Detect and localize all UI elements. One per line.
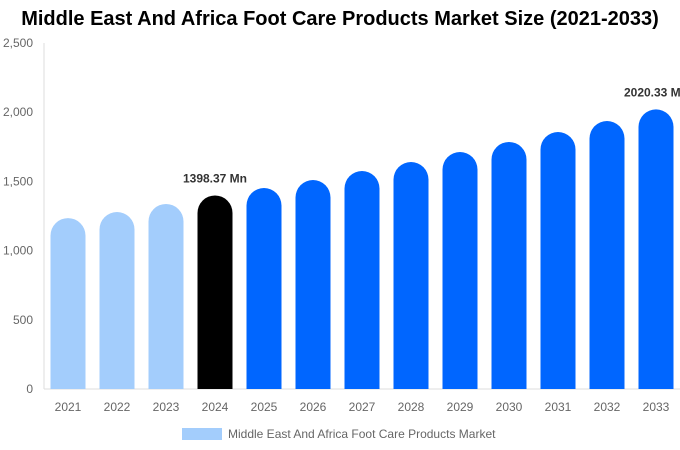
- chart-title: Middle East And Africa Foot Care Product…: [21, 8, 659, 30]
- bar-2030: [491, 141, 527, 389]
- bar-2029: [442, 152, 478, 389]
- x-tick-label: 2026: [300, 400, 327, 414]
- x-tick-label: 2022: [104, 400, 131, 414]
- x-tick-label: 2021: [55, 400, 82, 414]
- legend-swatch: [182, 428, 222, 440]
- y-tick-label: 2,000: [3, 105, 33, 119]
- y-tick-label: 0: [26, 382, 33, 396]
- bar-2022: [99, 211, 135, 389]
- legend-label: Middle East And Africa Foot Care Product…: [228, 427, 496, 441]
- x-tick-label: 2031: [545, 400, 572, 414]
- y-tick-label: 500: [13, 313, 33, 327]
- bar-2033: [638, 109, 674, 390]
- data-label: 1398.37 Mn: [183, 171, 247, 185]
- y-tick-label: 2,500: [3, 36, 33, 50]
- data-label: 2020.33 Mn: [624, 85, 680, 99]
- x-tick-label: 2023: [153, 400, 180, 414]
- x-tick-label: 2033: [643, 400, 670, 414]
- bar-2031: [540, 131, 576, 389]
- x-tick-label: 2029: [447, 400, 474, 414]
- bar-2027: [344, 171, 380, 389]
- x-tick-label: 2032: [594, 400, 621, 414]
- x-tick-label: 2027: [349, 400, 376, 414]
- x-tick-label: 2024: [202, 400, 229, 414]
- bar-2028: [393, 162, 429, 389]
- bar-2026: [295, 180, 331, 389]
- bar-2032: [589, 121, 625, 389]
- x-tick-label: 2028: [398, 400, 425, 414]
- bar-2023: [148, 203, 184, 389]
- y-tick-label: 1,500: [3, 174, 33, 188]
- bar-2025: [246, 188, 282, 389]
- y-tick-label: 1,000: [3, 244, 33, 258]
- bar-2024: [197, 195, 233, 389]
- bar-2021: [50, 218, 86, 389]
- x-tick-label: 2025: [251, 400, 278, 414]
- x-tick-label: 2030: [496, 400, 523, 414]
